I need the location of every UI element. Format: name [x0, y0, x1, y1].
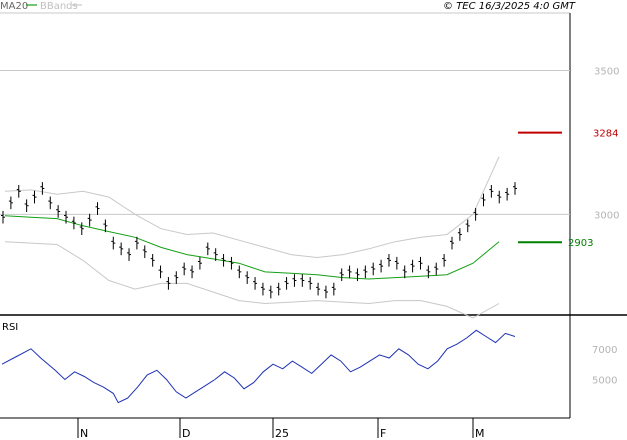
x-tick-label: N [80, 427, 88, 440]
price-bar [418, 256, 423, 270]
price-bar [489, 184, 494, 198]
price-bar [260, 282, 265, 296]
price-bar [347, 265, 352, 279]
price-bar [197, 256, 202, 270]
price-bar [292, 274, 297, 287]
price-bar [71, 216, 76, 230]
price-bar [79, 222, 84, 236]
price-bar [56, 205, 61, 218]
copyright-text: © TEC 16/3/2025 4:0 GMT [443, 1, 576, 12]
price-bar [16, 184, 21, 198]
price-bar [308, 277, 313, 290]
price-bar [465, 219, 470, 233]
rsi-y-tick-label: 5000 [592, 376, 617, 387]
price-bar [371, 262, 376, 276]
ma20-line [4, 215, 500, 280]
price-bar [323, 285, 328, 299]
x-tick-label: M [475, 427, 485, 440]
price-bar [410, 259, 415, 273]
price-bars [1, 182, 517, 299]
price-bar [253, 277, 258, 290]
price-bar [379, 259, 384, 273]
rsi-panel-label: RSI [2, 322, 18, 333]
rsi-y-tick-labels: 5000 7000 [592, 345, 617, 387]
price-y-tick-label: 3500 [594, 67, 619, 78]
rsi-y-tick-label: 7000 [592, 345, 617, 356]
price-bar [497, 190, 502, 204]
bband-upper-line [4, 156, 500, 259]
price-bar [127, 248, 132, 261]
rsi-line [1, 329, 516, 404]
price-bar [513, 182, 517, 195]
price-bar [134, 236, 139, 250]
price-bar [48, 196, 53, 210]
price-bar [316, 282, 321, 296]
price-bar [229, 256, 234, 270]
legend-bbands-label: BBands [40, 1, 78, 12]
price-bar [331, 282, 336, 296]
price-bar [1, 210, 5, 224]
price-bar [221, 254, 226, 267]
price-level-label: 2903 [568, 238, 593, 249]
rsi-line-group [1, 329, 516, 404]
price-level-label: 3284 [593, 129, 618, 140]
price-bar [24, 199, 29, 213]
price-bar [182, 262, 187, 276]
price-bar [205, 242, 210, 256]
price-bar [8, 196, 13, 210]
x-axis-ticks: N D 25 F M [77, 418, 485, 440]
price-bar [434, 262, 439, 276]
price-bar [276, 282, 281, 296]
price-bar [103, 219, 108, 233]
price-bar [386, 254, 391, 267]
price-bar [442, 254, 447, 267]
price-bar [505, 187, 510, 201]
ma20-line-group [4, 215, 500, 280]
price-bar [245, 271, 250, 284]
price-bar [166, 277, 171, 290]
price-bar [339, 268, 344, 282]
price-bar [64, 210, 69, 224]
price-gridlines [0, 70, 570, 215]
x-tick-label: F [380, 427, 386, 440]
x-tick-label: 25 [275, 427, 289, 440]
price-bar [402, 265, 407, 279]
bband-lower-line [4, 241, 500, 319]
x-tick-label: D [182, 427, 190, 440]
price-bar [363, 265, 368, 279]
price-bar [111, 236, 116, 250]
price-bar [32, 190, 37, 204]
price-bar [142, 245, 147, 259]
price-bar [457, 228, 462, 241]
price-bar [150, 254, 155, 267]
price-bar [40, 182, 45, 195]
price-bar [449, 236, 454, 250]
price-bar [300, 274, 305, 287]
price-bar [284, 277, 289, 290]
price-bar [481, 193, 486, 207]
price-bar [174, 271, 179, 284]
price-y-tick-label: 3000 [594, 210, 619, 221]
legend-ma20-label: MA20 [0, 1, 28, 12]
price-bar [426, 265, 431, 279]
price-bar [355, 268, 360, 282]
price-bar [95, 202, 100, 215]
price-bar [190, 265, 195, 279]
price-bar [213, 248, 218, 261]
price-bar [119, 242, 124, 256]
price-levels: 3284 2903 [518, 129, 618, 249]
price-bar [237, 265, 242, 279]
price-y-tick-labels: 3000 3500 [594, 67, 619, 222]
price-bar [268, 285, 273, 299]
price-bar [87, 213, 92, 227]
bollinger-bands [4, 156, 500, 319]
price-bar [394, 256, 399, 270]
price-bar [158, 265, 163, 279]
price-bar [473, 208, 478, 221]
